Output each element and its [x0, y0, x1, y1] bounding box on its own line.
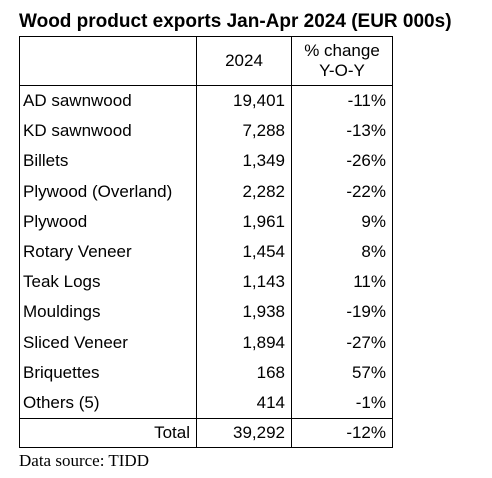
yoy-change: -22% [291, 176, 393, 207]
table-row: Others (5) 414 -1% [19, 387, 393, 419]
yoy-change: -27% [291, 327, 393, 358]
product-name: AD sawnwood [19, 85, 197, 117]
header-product [19, 36, 197, 86]
yoy-change: 8% [291, 236, 393, 268]
header-change: % change Y-O-Y [291, 36, 393, 86]
yoy-change: -13% [291, 116, 393, 147]
export-value: 19,401 [196, 85, 292, 117]
export-value: 1,349 [196, 146, 292, 177]
table-row: KD sawnwood 7,288 -13% [19, 116, 393, 147]
product-name: Briquettes [19, 357, 197, 388]
export-value: 1,454 [196, 236, 292, 268]
header-change-line2: Y-O-Y [319, 61, 365, 80]
product-name: Mouldings [19, 297, 197, 328]
export-value: 2,282 [196, 176, 292, 207]
product-name: KD sawnwood [19, 116, 197, 147]
table-header-row: 2024 % change Y-O-Y [19, 36, 393, 86]
product-name: Sliced Veneer [19, 327, 197, 358]
yoy-change: -11% [291, 85, 393, 117]
total-change: -12% [291, 418, 393, 449]
table-row: Plywood 1,961 9% [19, 206, 393, 237]
table-row: Mouldings 1,938 -19% [19, 297, 393, 328]
export-value: 1,143 [196, 267, 292, 298]
yoy-change: -19% [291, 297, 393, 328]
product-name: Plywood (Overland) [19, 176, 197, 207]
yoy-change: -26% [291, 146, 393, 177]
header-year: 2024 [196, 36, 292, 86]
table-row: Billets 1,349 -26% [19, 146, 393, 177]
header-change-line1: % change [304, 41, 380, 60]
yoy-change: 57% [291, 357, 393, 388]
product-name: Teak Logs [19, 267, 197, 298]
export-value: 414 [196, 387, 292, 419]
product-name: Billets [19, 146, 197, 177]
export-value: 1,938 [196, 297, 292, 328]
product-name: Rotary Veneer [19, 236, 197, 268]
table-title: Wood product exports Jan-Apr 2024 (EUR 0… [19, 11, 452, 32]
table-row: Teak Logs 1,143 11% [19, 267, 393, 298]
total-value: 39,292 [196, 418, 292, 449]
yoy-change: 11% [291, 267, 393, 298]
total-label: Total [19, 418, 197, 449]
product-name: Plywood [19, 206, 197, 237]
table-row: Plywood (Overland) 2,282 -22% [19, 176, 393, 207]
data-source-note: Data source: TIDD [19, 451, 149, 470]
exports-table: 2024 % change Y-O-Y AD sawnwood 19,401 -… [19, 36, 393, 449]
total-row: Total 39,292 -12% [19, 418, 393, 449]
export-value: 1,894 [196, 327, 292, 358]
table-row: Rotary Veneer 1,454 8% [19, 236, 393, 268]
table-row: AD sawnwood 19,401 -11% [19, 85, 393, 117]
export-value: 1,961 [196, 206, 292, 237]
table-row: Sliced Veneer 1,894 -27% [19, 327, 393, 358]
product-name: Others (5) [19, 387, 197, 419]
export-value: 7,288 [196, 116, 292, 147]
yoy-change: 9% [291, 206, 393, 237]
yoy-change: -1% [291, 387, 393, 419]
table-row: Briquettes 168 57% [19, 357, 393, 388]
export-value: 168 [196, 357, 292, 388]
